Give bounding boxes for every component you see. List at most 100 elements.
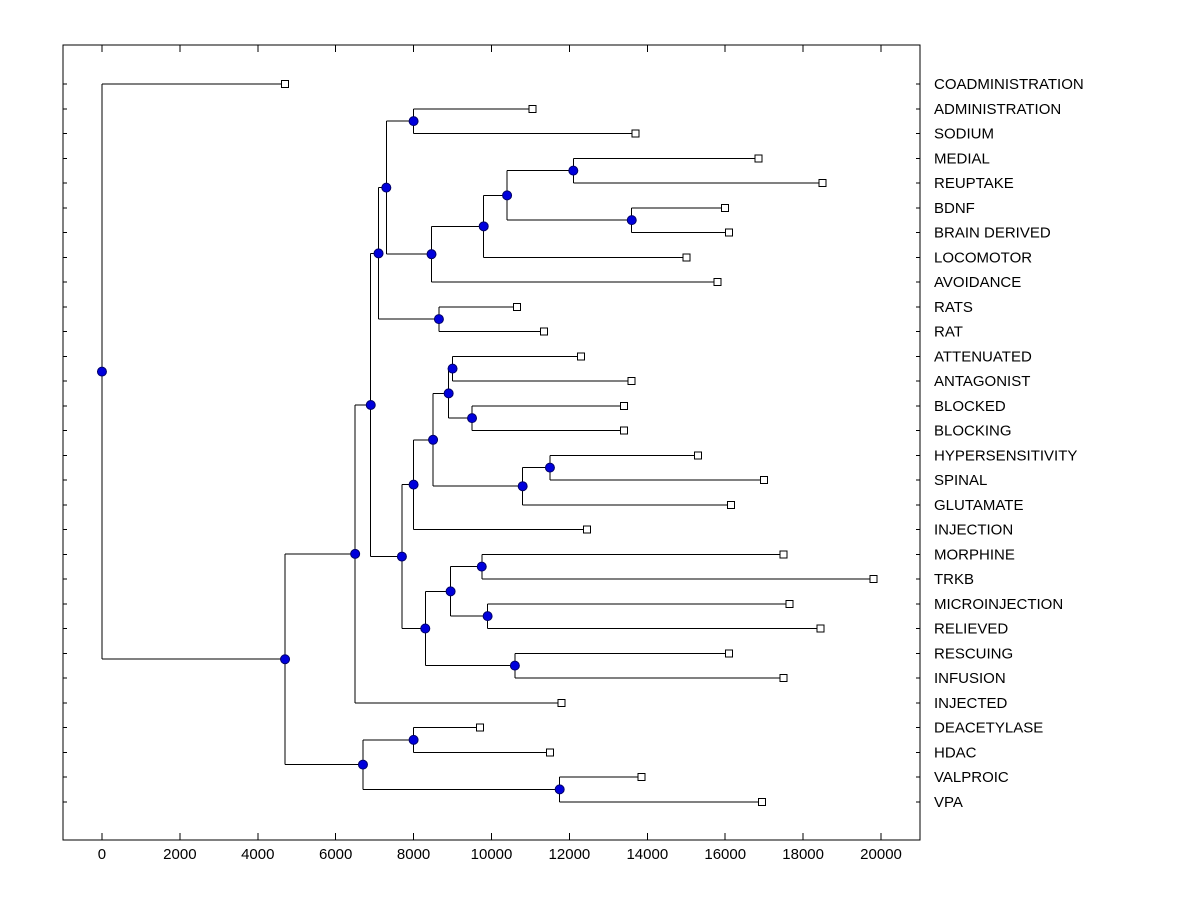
leaf-label: INJECTION — [934, 522, 1013, 539]
branch-node-marker[interactable] — [509, 660, 520, 671]
branch-node-marker[interactable] — [408, 479, 419, 490]
leaf-label: DEACETYLASE — [934, 720, 1043, 737]
leaf-node-marker[interactable] — [818, 179, 827, 187]
branch-node-marker[interactable] — [96, 366, 107, 377]
leaf-node-marker[interactable] — [637, 773, 646, 781]
leaf-label: MEDIAL — [934, 150, 990, 167]
branch-node-marker[interactable] — [517, 481, 528, 492]
leaf-label: HYPERSENSITIVITY — [934, 447, 1077, 464]
leaf-label: RAT — [934, 324, 963, 341]
axes-box — [62, 44, 921, 841]
leaf-label: INJECTED — [934, 695, 1008, 712]
leaf-node-marker[interactable] — [727, 500, 736, 509]
x-tick-label: 2000 — [163, 846, 196, 863]
leaf-label: ADMINISTRATION — [934, 101, 1061, 118]
branch-node-marker[interactable] — [478, 221, 489, 232]
leaf-node-marker[interactable] — [725, 228, 734, 237]
leaf-node-marker[interactable] — [577, 352, 586, 361]
branch-node-marker[interactable] — [365, 399, 376, 410]
leaf-label: RELIEVED — [934, 621, 1008, 638]
leaf-node-marker[interactable] — [779, 674, 788, 682]
tree-edges — [101, 83, 874, 803]
branch-node-marker[interactable] — [280, 654, 291, 665]
leaf-label: SPINAL — [934, 472, 987, 489]
leaf-label: VALPROIC — [934, 769, 1009, 786]
leaf-node-marker[interactable] — [631, 129, 640, 138]
branch-node-marker[interactable] — [373, 248, 384, 259]
leaf-label: ANTAGONIST — [934, 373, 1030, 390]
x-tick-label: 6000 — [319, 846, 352, 863]
leaf-node-marker[interactable] — [540, 327, 549, 336]
leaf-label: INFUSION — [934, 670, 1006, 687]
leaf-node-marker[interactable] — [545, 748, 554, 757]
labels: 0 2000 4000 6000 8000 10000 12000 14000 16000 180… — [98, 76, 1084, 863]
leaf-node-marker[interactable] — [682, 253, 691, 262]
branch-node-marker[interactable] — [544, 462, 555, 473]
leaf-node-marker[interactable] — [627, 377, 636, 385]
leaf-label: BDNF — [934, 200, 975, 217]
x-tick-label: 8000 — [397, 846, 430, 863]
leaf-node-marker[interactable] — [582, 525, 591, 534]
leaf-label: TRKB — [934, 571, 974, 588]
leaf-label: MICROINJECTION — [934, 596, 1063, 613]
branch-node-marker[interactable] — [447, 363, 458, 374]
leaf-node-marker[interactable] — [758, 797, 767, 806]
leaf-node-marker[interactable] — [619, 401, 628, 410]
branch-node-marker[interactable] — [482, 611, 493, 622]
branch-node-marker[interactable] — [502, 190, 513, 201]
leaf-label: MORPHINE — [934, 546, 1015, 563]
branch-node-marker[interactable] — [467, 413, 478, 424]
leaf-node-marker[interactable] — [512, 302, 521, 311]
branch-node-marker[interactable] — [626, 215, 637, 226]
x-tick-label: 12000 — [549, 846, 591, 863]
leaf-node-marker[interactable] — [475, 723, 484, 732]
leaf-node-marker[interactable] — [721, 203, 730, 212]
x-tick-label: 10000 — [471, 846, 513, 863]
x-tick-label: 4000 — [241, 846, 274, 863]
leaf-node-marker[interactable] — [557, 698, 566, 707]
node-markers — [96, 80, 878, 806]
leaf-node-marker[interactable] — [816, 624, 825, 633]
branch-node-marker[interactable] — [445, 586, 456, 597]
leaf-label: GLUTAMATE — [934, 497, 1023, 514]
leaf-node-marker[interactable] — [528, 104, 537, 113]
leaf-node-marker[interactable] — [693, 451, 702, 460]
branch-node-marker[interactable] — [443, 388, 454, 399]
leaf-node-marker[interactable] — [760, 476, 769, 484]
leaf-label: REUPTAKE — [934, 175, 1014, 192]
branch-node-marker[interactable] — [408, 734, 419, 745]
branch-node-marker[interactable] — [420, 623, 431, 634]
leaf-label: RESCUING — [934, 645, 1013, 662]
x-tick-label: 18000 — [782, 846, 824, 863]
branch-node-marker[interactable] — [428, 434, 439, 445]
leaf-label: LOCOMOTOR — [934, 249, 1032, 266]
branch-node-marker[interactable] — [568, 165, 579, 176]
leaf-node-marker[interactable] — [619, 426, 628, 435]
leaf-node-marker[interactable] — [869, 575, 878, 583]
leaf-label: BLOCKING — [934, 423, 1012, 440]
x-tick-label: 16000 — [704, 846, 746, 863]
branch-node-marker[interactable] — [554, 784, 565, 795]
branch-node-marker[interactable] — [426, 249, 437, 260]
branch-node-marker[interactable] — [476, 561, 487, 572]
leaf-label: COADMINISTRATION — [934, 76, 1084, 93]
branch-node-marker[interactable] — [433, 314, 444, 325]
leaf-node-marker[interactable] — [779, 550, 788, 559]
branch-node-marker[interactable] — [408, 116, 419, 127]
branch-node-marker[interactable] — [350, 548, 361, 559]
leaf-node-marker[interactable] — [725, 649, 734, 658]
branch-node-marker[interactable] — [357, 759, 368, 770]
leaf-node-marker[interactable] — [713, 278, 722, 286]
branch-node-marker[interactable] — [381, 182, 392, 193]
leaf-node-marker[interactable] — [281, 80, 290, 88]
leaf-label: RATS — [934, 299, 973, 316]
leaf-label: ATTENUATED — [934, 348, 1032, 365]
leaf-node-marker[interactable] — [785, 599, 794, 608]
branch-node-marker[interactable] — [396, 551, 407, 562]
x-tick-label: 0 — [98, 846, 106, 863]
leaf-label: BLOCKED — [934, 398, 1006, 415]
leaf-node-marker[interactable] — [754, 154, 763, 163]
leaf-label: VPA — [934, 794, 963, 811]
